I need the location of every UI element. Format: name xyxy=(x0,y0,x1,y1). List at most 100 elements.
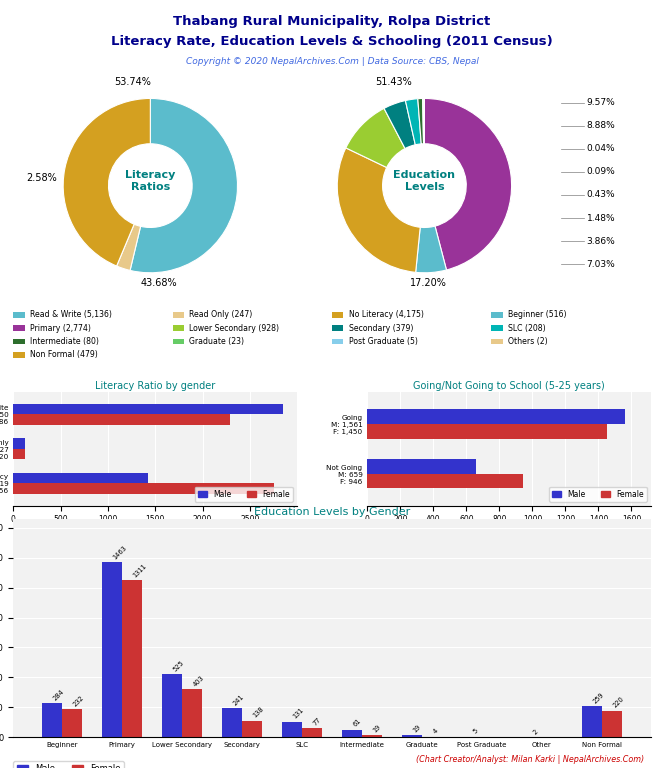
Text: 241: 241 xyxy=(232,694,245,707)
Legend: Male, Female: Male, Female xyxy=(13,761,124,768)
Wedge shape xyxy=(384,101,415,148)
Text: 17.20%: 17.20% xyxy=(410,278,448,288)
Text: Post Graduate (5): Post Graduate (5) xyxy=(349,337,418,346)
Text: Graduate (23): Graduate (23) xyxy=(189,337,244,346)
Text: Read Only (247): Read Only (247) xyxy=(189,310,252,319)
Text: Beginner (516): Beginner (516) xyxy=(508,310,566,319)
FancyBboxPatch shape xyxy=(491,339,503,344)
Text: 19: 19 xyxy=(372,723,382,733)
Text: 0.09%: 0.09% xyxy=(586,167,616,177)
FancyBboxPatch shape xyxy=(13,312,25,318)
Text: 51.43%: 51.43% xyxy=(376,78,412,88)
Text: 131: 131 xyxy=(292,707,305,720)
Text: 0.04%: 0.04% xyxy=(586,144,615,154)
FancyBboxPatch shape xyxy=(13,352,25,358)
Text: 232: 232 xyxy=(72,694,85,707)
Bar xyxy=(162,674,182,737)
Text: 403: 403 xyxy=(192,674,205,687)
Text: Non Formal (479): Non Formal (479) xyxy=(30,350,98,359)
FancyBboxPatch shape xyxy=(491,325,503,331)
Text: 7.03%: 7.03% xyxy=(586,260,616,269)
Text: 220: 220 xyxy=(612,696,625,709)
Title: Literacy Ratio by gender: Literacy Ratio by gender xyxy=(95,381,215,391)
Wedge shape xyxy=(418,98,424,144)
Bar xyxy=(362,735,382,737)
Wedge shape xyxy=(422,98,424,144)
Bar xyxy=(122,581,142,737)
Bar xyxy=(13,439,25,449)
Text: Lower Secondary (928): Lower Secondary (928) xyxy=(189,323,280,333)
FancyBboxPatch shape xyxy=(332,325,343,331)
FancyBboxPatch shape xyxy=(332,312,343,318)
Text: 138: 138 xyxy=(252,706,265,719)
Wedge shape xyxy=(416,226,446,273)
Legend: Male, Female: Male, Female xyxy=(549,487,647,502)
Wedge shape xyxy=(337,148,420,273)
Text: 19: 19 xyxy=(412,723,422,733)
Text: Thabang Rural Municipality, Rolpa District: Thabang Rural Municipality, Rolpa Distri… xyxy=(173,15,491,28)
Bar xyxy=(62,710,82,737)
Bar xyxy=(13,415,230,425)
Title: Education Levels by Gender: Education Levels by Gender xyxy=(254,507,410,517)
Text: 1.48%: 1.48% xyxy=(586,214,615,223)
Bar xyxy=(367,409,625,424)
Legend: Male, Female: Male, Female xyxy=(195,487,293,502)
Text: Primary (2,774): Primary (2,774) xyxy=(30,323,91,333)
FancyBboxPatch shape xyxy=(491,312,503,318)
Text: Others (2): Others (2) xyxy=(508,337,548,346)
Bar xyxy=(102,562,122,737)
Bar xyxy=(367,424,607,439)
FancyBboxPatch shape xyxy=(13,325,25,331)
Wedge shape xyxy=(346,108,405,167)
Text: 0.43%: 0.43% xyxy=(586,190,615,200)
Text: 9.57%: 9.57% xyxy=(586,98,616,108)
Text: Read & Write (5,136): Read & Write (5,136) xyxy=(30,310,112,319)
Bar xyxy=(242,720,262,737)
Bar xyxy=(182,689,202,737)
Text: Education
Levels: Education Levels xyxy=(394,170,456,192)
Text: Literacy
Ratios: Literacy Ratios xyxy=(125,170,175,192)
FancyBboxPatch shape xyxy=(173,325,184,331)
Text: (Chart Creator/Analyst: Milan Karki | NepalArchives.Com): (Chart Creator/Analyst: Milan Karki | Ne… xyxy=(416,755,644,764)
Bar xyxy=(342,730,362,737)
Text: No Literacy (4,175): No Literacy (4,175) xyxy=(349,310,424,319)
Text: 1463: 1463 xyxy=(112,545,128,561)
Wedge shape xyxy=(63,98,150,266)
Text: 3.86%: 3.86% xyxy=(586,237,616,246)
Text: 1311: 1311 xyxy=(132,563,148,578)
Bar xyxy=(13,473,147,483)
Bar xyxy=(602,711,622,737)
FancyBboxPatch shape xyxy=(332,339,343,344)
Wedge shape xyxy=(406,99,421,145)
Bar xyxy=(367,458,476,474)
Text: Intermediate (80): Intermediate (80) xyxy=(30,337,99,346)
Bar xyxy=(13,449,25,459)
Title: Going/Not Going to School (5-25 years): Going/Not Going to School (5-25 years) xyxy=(413,381,605,391)
Text: 77: 77 xyxy=(312,716,322,727)
Text: Literacy Rate, Education Levels & Schooling (2011 Census): Literacy Rate, Education Levels & School… xyxy=(111,35,553,48)
FancyBboxPatch shape xyxy=(173,312,184,318)
Bar xyxy=(282,722,302,737)
FancyBboxPatch shape xyxy=(13,339,25,344)
Text: 61: 61 xyxy=(352,718,363,728)
Text: 8.88%: 8.88% xyxy=(586,121,616,131)
Text: 53.74%: 53.74% xyxy=(114,78,151,88)
Bar xyxy=(42,703,62,737)
Text: 43.68%: 43.68% xyxy=(141,278,177,288)
Text: 4: 4 xyxy=(432,728,439,735)
Bar xyxy=(582,707,602,737)
FancyBboxPatch shape xyxy=(173,339,184,344)
Bar xyxy=(367,474,523,488)
Text: 259: 259 xyxy=(592,691,605,704)
Text: 2: 2 xyxy=(532,728,539,735)
Bar xyxy=(13,404,283,415)
Bar xyxy=(13,483,274,494)
Text: 525: 525 xyxy=(172,660,185,673)
Text: SLC (208): SLC (208) xyxy=(508,323,546,333)
Wedge shape xyxy=(117,224,141,270)
Bar xyxy=(302,728,322,737)
Text: Copyright © 2020 NepalArchives.Com | Data Source: CBS, Nepal: Copyright © 2020 NepalArchives.Com | Dat… xyxy=(185,58,479,66)
Text: 5: 5 xyxy=(472,727,479,735)
Text: Secondary (379): Secondary (379) xyxy=(349,323,413,333)
Bar xyxy=(402,735,422,737)
